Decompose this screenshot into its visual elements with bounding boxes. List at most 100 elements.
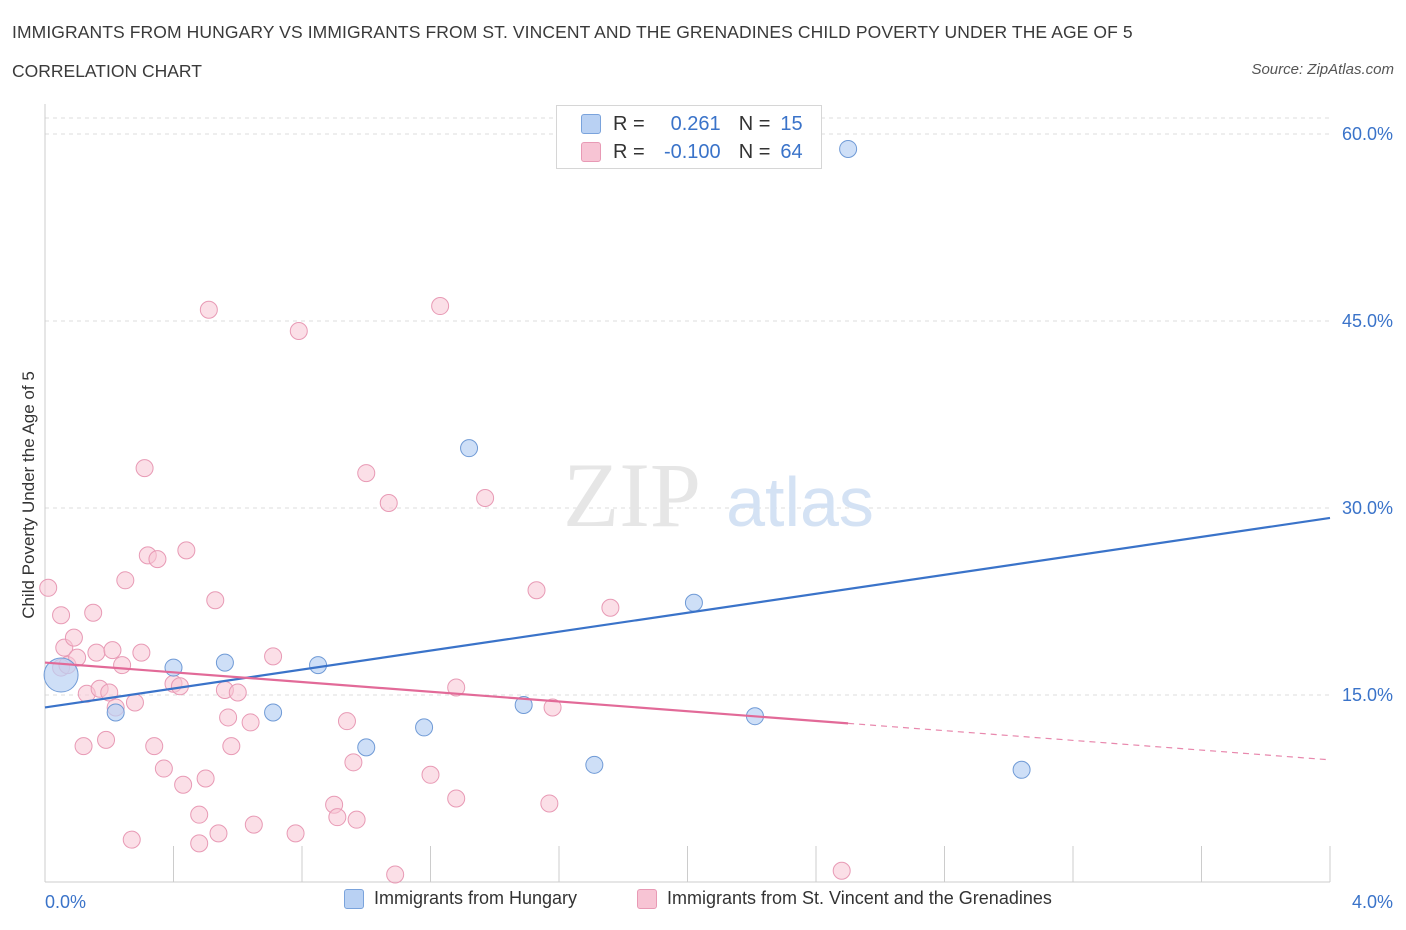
chart-title: IMMIGRANTS FROM HUNGARY VS IMMIGRANTS FR… (12, 22, 1133, 42)
chart-subtitle: CORRELATION CHART (12, 61, 202, 81)
pink-data-point (64, 628, 83, 647)
pink-data-point (190, 805, 209, 824)
blue-data-point (357, 738, 376, 757)
pink-data-point (527, 581, 546, 600)
pink-data-point (177, 541, 196, 560)
pink-data-point (286, 824, 305, 843)
pink-data-point (264, 647, 283, 666)
y-tick-label: 15.0% (1342, 685, 1393, 705)
legend-item-hungary: Immigrants from Hungary (344, 888, 577, 909)
x-tick-label: 0.0% (45, 892, 86, 912)
pink-data-point (219, 708, 238, 727)
pink-data-point (222, 737, 241, 756)
blue-data-point (585, 755, 604, 774)
pink-data-point (228, 683, 247, 702)
pink-trend-line (44, 661, 849, 725)
pink-data-point (431, 297, 450, 316)
pink-data-point (74, 737, 93, 756)
source-label: Source: ZipAtlas.com (1251, 61, 1394, 78)
axes-layer: 15.0% 30.0% 45.0% 60.0% 0.0% 4.0% (44, 104, 1393, 912)
pink-data-point (543, 698, 562, 717)
blue-data-point (460, 439, 479, 458)
pink-data-point (39, 578, 58, 597)
pink-data-point (476, 489, 495, 508)
stats-legend: R = 0.261 N = 15 R = -0.100 N = 64 (556, 105, 822, 169)
pink-data-point (379, 494, 398, 513)
pink-data-point (97, 730, 116, 749)
pink-swatch (637, 888, 657, 909)
legend-label: Immigrants from Hungary (374, 888, 578, 908)
pink-data-point (421, 765, 440, 784)
n-value: 64 (780, 140, 803, 163)
pink-data-point (52, 606, 71, 625)
pink-data-point (135, 459, 154, 478)
blue-data-point (684, 593, 703, 612)
blue-data-point (1012, 760, 1031, 779)
pink-data-point (148, 550, 167, 569)
pink-data-point (337, 712, 356, 731)
pink-data-point (174, 775, 193, 794)
watermark-zip: ZIP (563, 444, 701, 546)
pink-data-point (289, 321, 308, 340)
blue-data-point (43, 657, 79, 693)
pink-data-point (196, 769, 215, 788)
blue-swatch (344, 888, 364, 909)
pink-data-point (209, 824, 228, 843)
pink-data-point (386, 865, 405, 884)
blue-data-point (839, 139, 858, 158)
watermark-atlas: atlas (726, 463, 874, 541)
blue-data-point (106, 703, 125, 722)
legend-label: Immigrants from St. Vincent and the Gren… (667, 888, 1052, 908)
pink-data-point (344, 753, 363, 772)
pink-data-point (87, 643, 106, 662)
y-tick-label: 30.0% (1342, 498, 1393, 518)
pink-data-point (103, 641, 122, 660)
pink-data-point (113, 656, 132, 675)
pink-data-point (832, 861, 851, 880)
pink-data-point (145, 737, 164, 756)
legend-item-st-vincent: Immigrants from St. Vincent and the Gren… (637, 888, 1052, 909)
blue-data-point (309, 656, 328, 675)
series-pink-points (39, 297, 851, 884)
blue-swatch (581, 114, 601, 134)
pink-data-point (357, 464, 376, 483)
blue-data-point (514, 695, 533, 714)
y-tick-label: 45.0% (1342, 311, 1393, 331)
blue-data-point (215, 653, 234, 672)
watermark: ZIP atlas (563, 444, 874, 546)
pink-data-point (206, 591, 225, 610)
pink-swatch (581, 142, 601, 162)
r-value: -0.100 (663, 140, 721, 163)
pink-data-point (241, 713, 260, 732)
pink-data-point (125, 693, 144, 712)
blue-data-point (415, 718, 434, 737)
pink-data-point (540, 794, 559, 813)
pink-data-point (154, 759, 173, 778)
n-label: N = (738, 112, 771, 135)
pink-data-point (199, 300, 218, 319)
y-tick-label: 60.0% (1342, 124, 1393, 144)
pink-trend-extension (848, 722, 1331, 761)
n-label: N = (738, 140, 771, 163)
pink-data-point (84, 603, 103, 622)
pink-data-point (132, 643, 151, 662)
pink-data-point (447, 789, 466, 808)
y-axis-label: Child Poverty Under the Age of 5 (19, 371, 38, 619)
pink-data-point (328, 808, 347, 827)
pink-data-point (601, 598, 620, 617)
pink-data-point (116, 571, 135, 590)
pink-data-point (244, 815, 263, 834)
pink-data-point (190, 834, 209, 853)
series-blue-points (43, 139, 1031, 779)
pink-data-point (347, 810, 366, 829)
pink-data-point (447, 678, 466, 697)
n-value: 15 (780, 112, 803, 135)
stats-row-hungary: R = 0.261 N = 15 (581, 112, 803, 136)
blue-data-point (264, 703, 283, 722)
r-label: R = (613, 112, 645, 135)
pink-data-point (122, 830, 141, 849)
blue-trend-line (44, 516, 1331, 709)
stats-row-st-vincent: R = -0.100 N = 64 (581, 140, 803, 164)
trend-lines (44, 516, 1331, 761)
